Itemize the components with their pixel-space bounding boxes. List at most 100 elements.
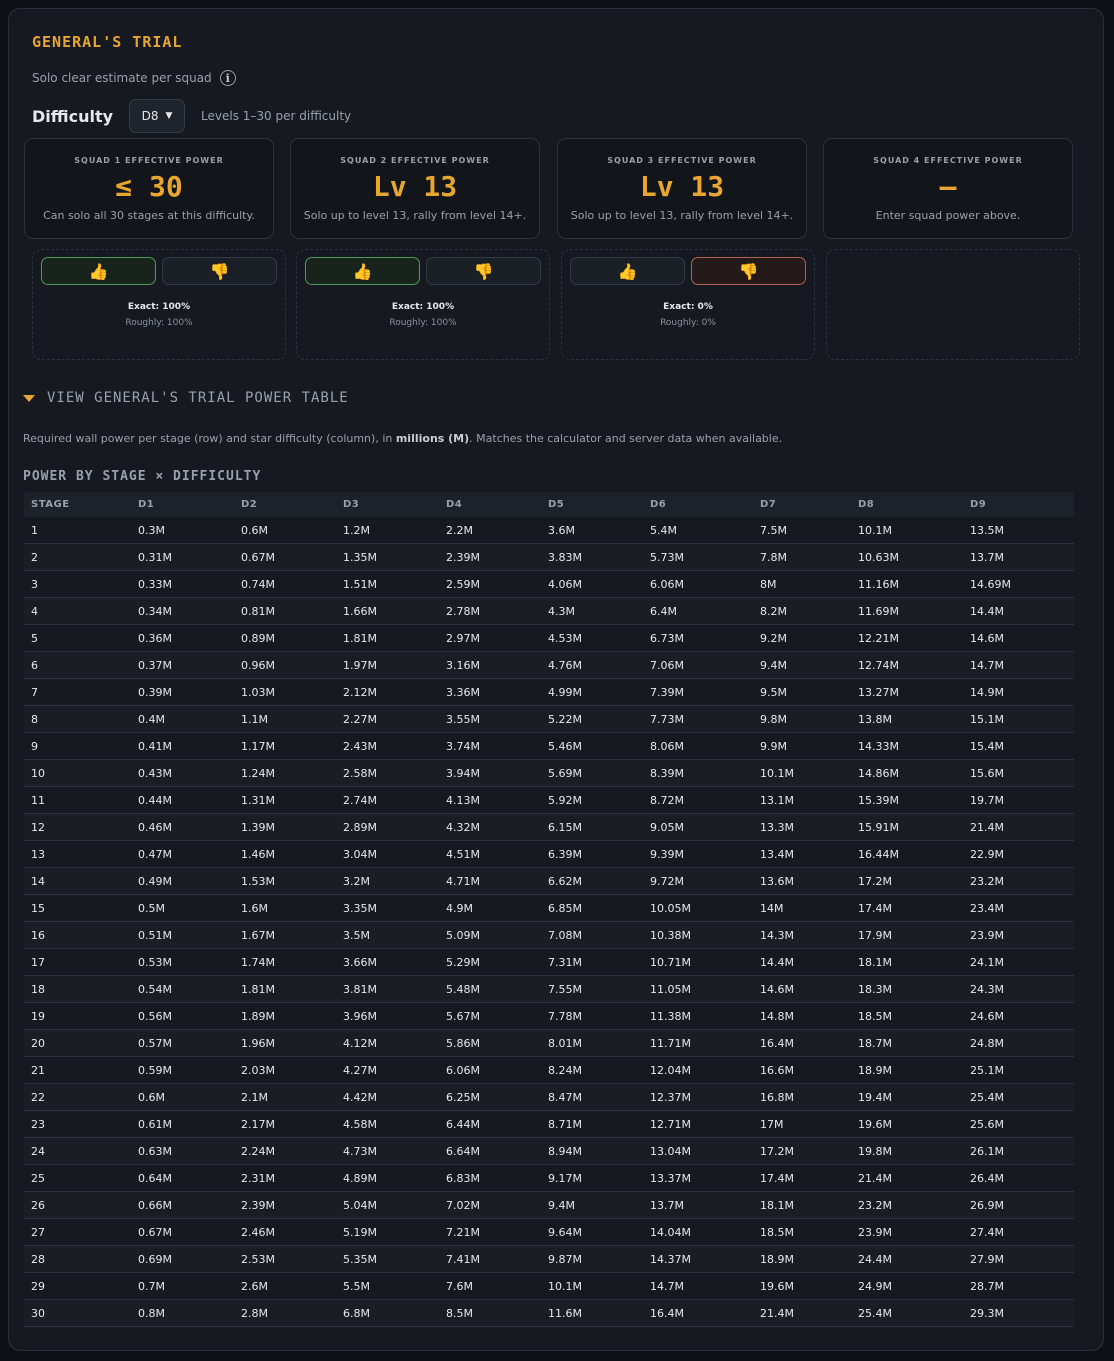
table-cell: 0.8M [138,1306,165,1320]
table-cell: 2.31M [241,1171,275,1185]
table-row: 2 0.31M 0.67M 1.35M 2.39M 3.83M 5.73M 7.8M 10.63… [24,544,1074,571]
table-cell: 24.3M [970,982,1004,996]
table-cell: 2.78M [446,604,480,618]
table-cell: 17.4M [858,901,892,915]
table-cell: 4.71M [446,874,480,888]
difficulty-select[interactable]: D8 ▼ [129,99,186,133]
table-cell: 4.76M [548,658,582,672]
table-cell: 26.4M [970,1171,1004,1185]
table-cell: 6.15M [548,820,582,834]
triangle-down-icon [23,394,35,402]
table-cell: 4.9M [446,901,473,915]
table-cell: 14.7M [970,658,1004,672]
table-cell: 8 [31,712,38,726]
table-cell: 4.27M [343,1063,377,1077]
table-row: 22 0.6M 2.1M 4.42M 6.25M 8.47M 12.37M 16.8M 19.4… [24,1084,1074,1111]
table-cell: 0.44M [138,793,172,807]
table-cell: 18.9M [760,1252,794,1266]
table-cell: 0.41M [138,739,172,753]
table-cell: 14 [31,874,45,888]
table-cell: 22 [31,1090,45,1104]
table-row: 4 0.34M 0.81M 1.66M 2.78M 4.3M 6.4M 8.2M 11.69M 1… [24,598,1074,625]
power-table-toggle[interactable]: VIEW GENERAL'S TRIAL POWER TABLE [23,390,349,406]
table-cell: 0.74M [241,577,275,591]
thumbs-down-button[interactable]: 👎 [162,257,277,285]
table-cell: 25.1M [970,1063,1004,1077]
table-cell: 14.04M [650,1225,691,1239]
table-row: 21 0.59M 2.03M 4.27M 6.06M 8.24M 12.04M 16.6M 18… [24,1057,1074,1084]
table-cell: 9.17M [548,1171,582,1185]
table-cell: 0.3M [138,523,165,537]
table-cell: 0.39M [138,685,172,699]
table-cell: 18.1M [858,955,892,969]
table-cell: 14.8M [760,1009,794,1023]
table-cell: 3.5M [343,928,370,942]
table-cell: 1.89M [241,1009,275,1023]
thumbs-down-icon: 👎 [209,261,230,281]
table-cell: 3.96M [343,1009,377,1023]
power-table-toggle-label: VIEW GENERAL'S TRIAL POWER TABLE [47,390,349,406]
table-cell: 2.12M [343,685,377,699]
table-cell: 9.39M [650,847,684,861]
table-cell: 2.27M [343,712,377,726]
table-cell: 16.4M [760,1036,794,1050]
table-cell: 4.73M [343,1144,377,1158]
table-row: 3 0.33M 0.74M 1.51M 2.59M 4.06M 6.06M 8M 11.16M 1… [24,571,1074,598]
table-cell: 18.3M [858,982,892,996]
table-cell: 7.55M [548,982,582,996]
table-cell: 0.47M [138,847,172,861]
table-cell: 6.4M [650,604,677,618]
table-cell: 1.81M [343,631,377,645]
table-cell: 2.53M [241,1252,275,1266]
table-row: 12 0.46M 1.39M 2.89M 4.32M 6.15M 9.05M 13.3M 15.… [24,814,1074,841]
table-row: 13 0.47M 1.46M 3.04M 4.51M 6.39M 9.39M 13.4M 16.… [24,841,1074,868]
table-cell: 3.66M [343,955,377,969]
table-cell: 1.46M [241,847,275,861]
power-table-title: POWER BY STAGE × DIFFICULTY [23,469,262,484]
thumbs-down-button[interactable]: 👎 [426,257,541,285]
table-cell: 10.1M [760,766,794,780]
table-cell: 6.73M [650,631,684,645]
table-cell: 0.59M [138,1063,172,1077]
thumbs-up-button[interactable]: 👍 [41,257,156,285]
table-cell: 0.6M [138,1090,165,1104]
table-cell: 2.39M [446,550,480,564]
table-row: 25 0.64M 2.31M 4.89M 6.83M 9.17M 13.37M 17.4M 21… [24,1165,1074,1192]
info-icon[interactable]: i [219,70,236,86]
table-cell: 5.29M [446,955,480,969]
table-cell: 11.05M [650,982,691,996]
table-cell: 5.69M [548,766,582,780]
table-cell: 14M [760,901,784,915]
table-cell: 2.03M [241,1063,275,1077]
table-cell: 6.39M [548,847,582,861]
table-cell: 18.9M [858,1063,892,1077]
feedback-box-2: 👍 👎 Exact: 100% Roughly: 100% [296,249,550,360]
table-cell: 1.6M [241,901,268,915]
squad-card-label: SQUAD 1 EFFECTIVE POWER [74,156,224,165]
table-cell: 13.1M [760,793,794,807]
table-cell: 0.46M [138,820,172,834]
table-cell: 0.7M [138,1279,165,1293]
table-cell: 7.21M [446,1225,480,1239]
table-cell: 23.4M [970,901,1004,915]
table-cell: 18.5M [760,1225,794,1239]
thumbs-up-button[interactable]: 👍 [305,257,420,285]
table-cell: 14.9M [970,685,1004,699]
table-cell: 8.94M [548,1144,582,1158]
table-cell: 18.5M [858,1009,892,1023]
squad-card-value: ≤ 30 [115,170,183,203]
table-cell: 11.38M [650,1009,691,1023]
table-cell: 12.04M [650,1063,691,1077]
table-cell: 7.73M [650,712,684,726]
table-cell: 0.66M [138,1198,172,1212]
table-cell: 9.9M [760,739,787,753]
thumbs-up-button[interactable]: 👍 [570,257,685,285]
thumbs-up-icon: 👍 [88,261,109,281]
table-cell: 29 [31,1279,45,1293]
thumbs-down-button[interactable]: 👎 [691,257,806,285]
table-row: 19 0.56M 1.89M 3.96M 5.67M 7.78M 11.38M 14.8M 18… [24,1003,1074,1030]
table-cell: 24 [31,1144,45,1158]
table-cell: 5.73M [650,550,684,564]
table-cell: 19.6M [858,1117,892,1131]
squad-card-value: – [939,170,957,203]
